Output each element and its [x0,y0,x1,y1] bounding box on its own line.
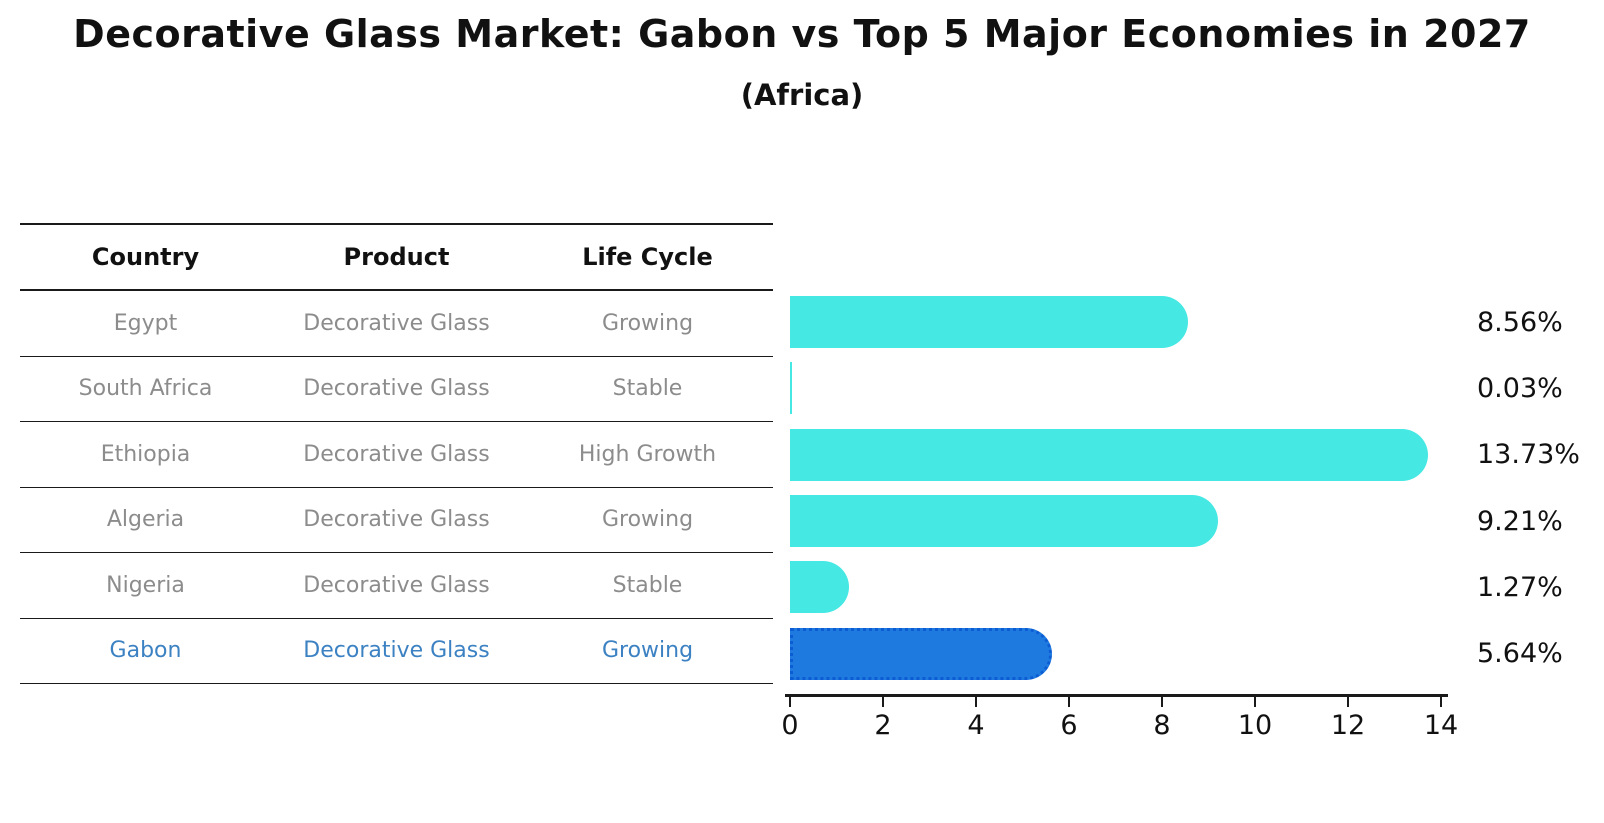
table-body: Egypt Decorative Glass Growing South Africa… [20,291,773,684]
x-axis-tick [1253,697,1257,707]
x-axis-tick-label: 10 [1237,710,1273,741]
bar-algeria [790,494,1219,547]
x-axis-tick-label: 2 [874,710,892,741]
x-axis-tick-label: 0 [781,710,799,741]
bar-row-nigeria [790,554,1441,620]
bar-row-egypt [790,289,1441,355]
bar-south-africa [790,362,792,415]
product-cell: Decorative Glass [303,310,490,336]
value-label-ethiopia: 13.73% [1477,439,1580,471]
table-header-cell-country: Country [91,243,200,271]
x-axis-tick [1160,697,1164,707]
x-axis-tick-label: 4 [967,710,985,741]
life-cycle-cell: Stable [612,572,683,598]
country-cell: Ethiopia [100,441,191,467]
table-row-ethiopia: Ethiopia Decorative Glass High Growth [20,422,773,488]
product-cell: Decorative Glass [303,572,490,598]
country-table: Country Product Life Cycle Egypt Decorative… [20,223,773,684]
bar-egypt [790,296,1189,348]
bar-row-gabon [790,621,1441,687]
table-header-cell-life-cycle: Life Cycle [582,243,713,271]
x-axis-tick [974,697,978,707]
country-cell: South Africa [78,376,213,402]
x-axis-tick-label: 8 [1153,710,1171,741]
bar-row-south-africa [790,355,1441,421]
table-row-algeria: Algeria Decorative Glass Growing [20,488,773,553]
x-axis-tick [881,697,885,707]
bar-nigeria [790,561,850,614]
x-axis-tick-label: 14 [1423,710,1459,741]
table-header-row: Country Product Life Cycle [20,225,773,291]
product-cell: Decorative Glass [303,441,490,467]
table-header-cell-product: Product [343,243,450,271]
country-cell: Nigeria [106,572,185,598]
bar-gabon [790,627,1053,680]
value-label-egypt: 8.56% [1477,306,1563,338]
bar-value-labels: 8.56% 0.03% 13.73% 9.21% 1.27% 5.64% [1477,289,1580,687]
table-row-south-africa: South Africa Decorative Glass Stable [20,357,773,422]
life-cycle-cell: High Growth [578,441,717,467]
x-axis-tick [1439,697,1443,707]
country-cell: Algeria [106,507,185,533]
value-label-algeria: 9.21% [1477,505,1563,537]
table-row-gabon: Gabon Decorative Glass Growing [20,619,773,684]
value-label-gabon: 5.64% [1477,638,1563,670]
bar-row-algeria [790,488,1441,554]
value-label-nigeria: 1.27% [1477,571,1563,603]
x-axis-tick [1067,697,1071,707]
life-cycle-cell: Stable [612,376,683,402]
value-label-south-africa: 0.03% [1477,372,1563,404]
table-row-egypt: Egypt Decorative Glass Growing [20,291,773,357]
x-axis-tick-label: 12 [1330,710,1366,741]
life-cycle-cell: Growing [601,638,694,664]
x-axis-line [785,694,1448,697]
x-axis-tick [1346,697,1350,707]
x-axis-tick [788,697,792,707]
bar-ethiopia [790,428,1429,481]
bar-row-ethiopia [790,422,1441,488]
table-row-nigeria: Nigeria Decorative Glass Stable [20,553,773,619]
country-cell: Egypt [113,310,178,336]
product-cell: Decorative Glass [303,638,490,664]
bar-chart-plot-area [790,289,1441,687]
life-cycle-cell: Growing [601,310,694,336]
product-cell: Decorative Glass [303,376,490,402]
product-cell: Decorative Glass [303,507,490,533]
x-axis-tick-label: 6 [1060,710,1078,741]
chart-subtitle: (Africa) [740,78,864,112]
country-cell: Gabon [109,638,182,664]
life-cycle-cell: Growing [601,507,694,533]
chart-title: Decorative Glass Market: Gabon vs Top 5 … [73,12,1531,56]
